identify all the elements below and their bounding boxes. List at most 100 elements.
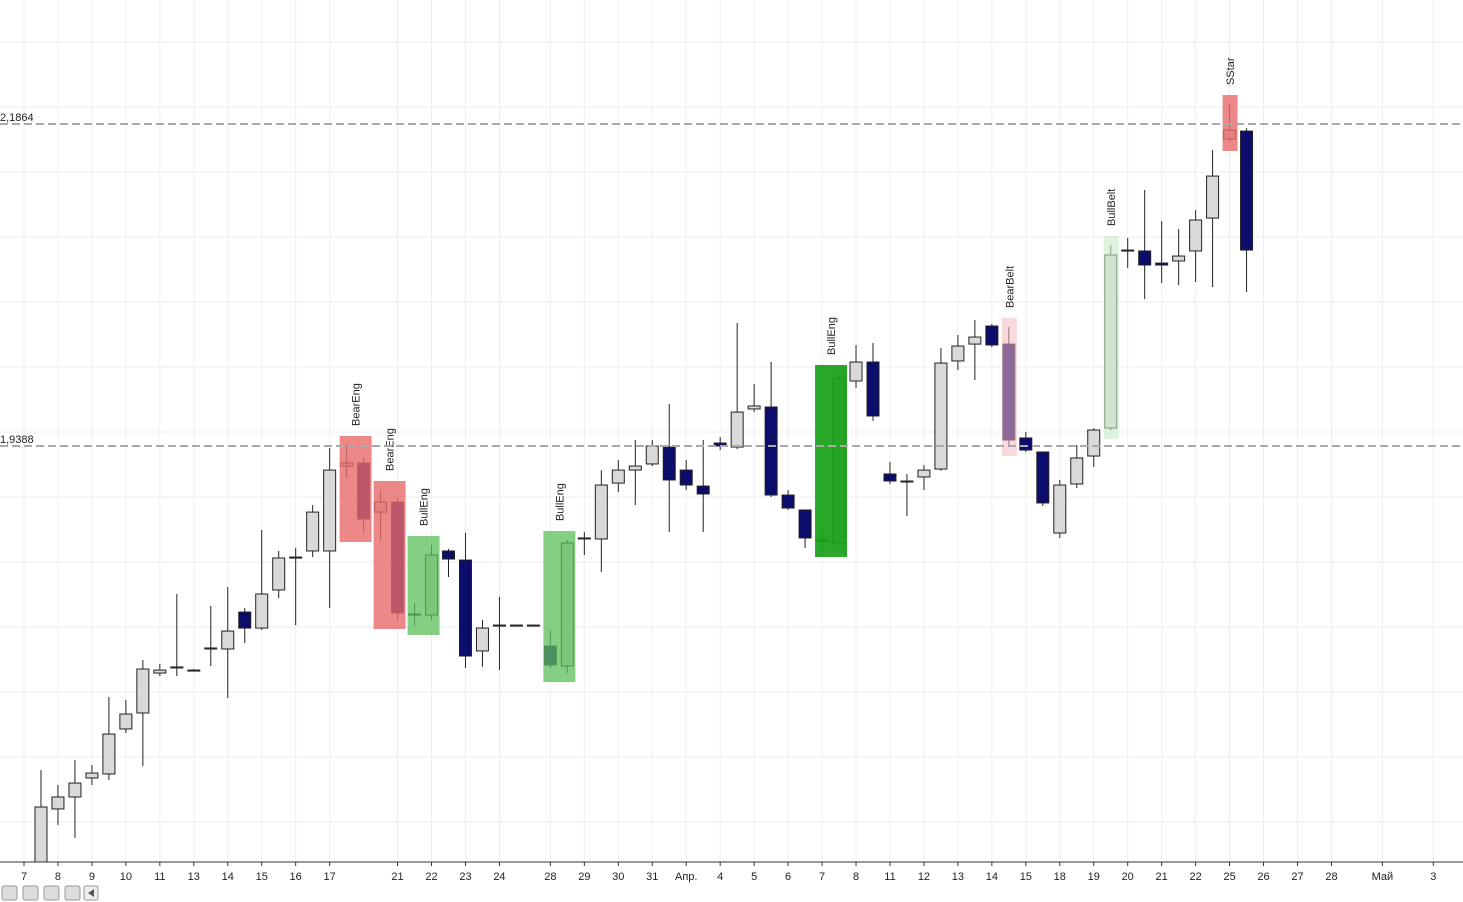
- x-tick-label: 7: [21, 871, 27, 883]
- candle-body: [985, 325, 999, 346]
- x-tick-label: 28: [544, 871, 556, 883]
- candle-body: [968, 336, 982, 345]
- candle-body: [170, 666, 184, 669]
- candle-body: [679, 469, 693, 486]
- candle-body: [951, 345, 965, 362]
- candle-body: [1070, 457, 1084, 485]
- candle-body: [866, 361, 880, 417]
- pattern-highlight: [1222, 95, 1238, 151]
- candle-body: [323, 469, 337, 552]
- candle-body: [883, 473, 897, 482]
- candle-body: [526, 624, 540, 627]
- x-tick-label: 15: [1020, 871, 1032, 883]
- candle-body: [458, 559, 472, 657]
- candle-body: [119, 713, 133, 730]
- x-tick-label: 3: [1430, 871, 1436, 883]
- candle-body: [1019, 437, 1033, 451]
- levels: 2,1864 1,9388: [0, 112, 1463, 448]
- candle-body: [34, 806, 48, 862]
- candle-body: [136, 668, 150, 714]
- x-tick-label: 28: [1325, 871, 1337, 883]
- tool-button[interactable]: [43, 885, 60, 901]
- x-tick-label: 13: [188, 871, 200, 883]
- x-tick-label: Апр.: [675, 871, 697, 883]
- x-tick-label: Май: [1372, 871, 1394, 883]
- pattern-label: SStar: [1225, 57, 1237, 85]
- candle-body: [900, 480, 914, 483]
- candle-body: [577, 537, 591, 540]
- x-tick-label: 22: [425, 871, 437, 883]
- candle-body: [85, 772, 99, 779]
- x-tick-label: 21: [391, 871, 403, 883]
- x-tick-label: 19: [1088, 871, 1100, 883]
- x-tick-label: 15: [256, 871, 268, 883]
- candle-body: [442, 550, 455, 560]
- candle-body: [730, 411, 744, 448]
- candle-body: [1172, 255, 1186, 262]
- candle-body: [289, 556, 303, 559]
- pattern-label: BullEng: [826, 317, 838, 355]
- tool-button[interactable]: [1, 885, 18, 901]
- candle-body: [628, 465, 642, 471]
- x-tick-label: 26: [1257, 871, 1269, 883]
- candle-body: [492, 624, 506, 627]
- candle-body: [747, 405, 761, 410]
- x-tick-label: 30: [612, 871, 624, 883]
- tool-button[interactable]: [22, 885, 39, 901]
- pattern-highlight: [543, 531, 576, 683]
- x-tick-label: 16: [290, 871, 302, 883]
- arrow-icon: [88, 889, 94, 897]
- candle-body: [306, 511, 320, 552]
- x-tick-label: 17: [324, 871, 336, 883]
- pattern-label: BearEng: [351, 383, 363, 426]
- patterns: BearEng BearEng BullEng BullEng BullEng BearB…: [339, 57, 1238, 683]
- x-tick-label: 11: [884, 871, 895, 883]
- candle-body: [1189, 219, 1203, 252]
- x-tick-label: 14: [986, 871, 998, 883]
- toolbar: [1, 885, 99, 901]
- x-tick-label: 4: [717, 871, 723, 883]
- x-tick-label: 14: [222, 871, 234, 883]
- grid: [0, 0, 1463, 862]
- pattern-highlight: [815, 364, 848, 557]
- level-label: 2,1864: [0, 112, 34, 124]
- candle-body: [51, 796, 65, 810]
- pattern-label: BearEng: [385, 428, 397, 471]
- candle-body: [102, 733, 116, 775]
- x-tick-label: 11: [154, 871, 165, 883]
- x-tick-label: 27: [1291, 871, 1303, 883]
- candle-body: [696, 485, 710, 495]
- pattern-label: BearBelt: [1004, 266, 1016, 308]
- pattern-label: BullBelt: [1106, 189, 1118, 226]
- tool-button[interactable]: [64, 885, 81, 901]
- x-tick-label: 8: [55, 871, 61, 883]
- x-tick-label: 31: [646, 871, 658, 883]
- pattern-highlight: [339, 435, 372, 543]
- x-tick-label: 23: [459, 871, 471, 883]
- candle-body: [187, 669, 201, 672]
- x-axis: 7 8 9 10 11 13 14 15 16 17 21 22 23 24 28 29 30 31 Апр. 4 5 6…: [0, 861, 1463, 883]
- x-tick-label: 29: [578, 871, 590, 883]
- candle-body: [509, 624, 523, 627]
- x-tick-label: 18: [1054, 871, 1066, 883]
- x-tick-label: 5: [751, 871, 757, 883]
- x-tick-label: 6: [785, 871, 791, 883]
- level-label: 1,9388: [0, 434, 34, 446]
- x-tick-label: 13: [952, 871, 964, 883]
- pattern-label: BullEng: [554, 483, 566, 521]
- candle-body: [1155, 262, 1169, 266]
- x-tick-label: 25: [1223, 871, 1235, 883]
- candle-body: [475, 627, 489, 652]
- x-tick-label: 8: [853, 871, 859, 883]
- pattern-highlight: [1103, 235, 1119, 440]
- candle-body: [255, 593, 269, 629]
- candle-body: [645, 445, 659, 465]
- candle-body: [594, 484, 608, 540]
- x-tick-label: 22: [1189, 871, 1201, 883]
- candle-body: [764, 406, 778, 496]
- x-tick-label: 21: [1156, 871, 1168, 883]
- candle-body: [153, 669, 167, 674]
- candle-body: [1121, 249, 1135, 252]
- candle-body: [1087, 429, 1101, 457]
